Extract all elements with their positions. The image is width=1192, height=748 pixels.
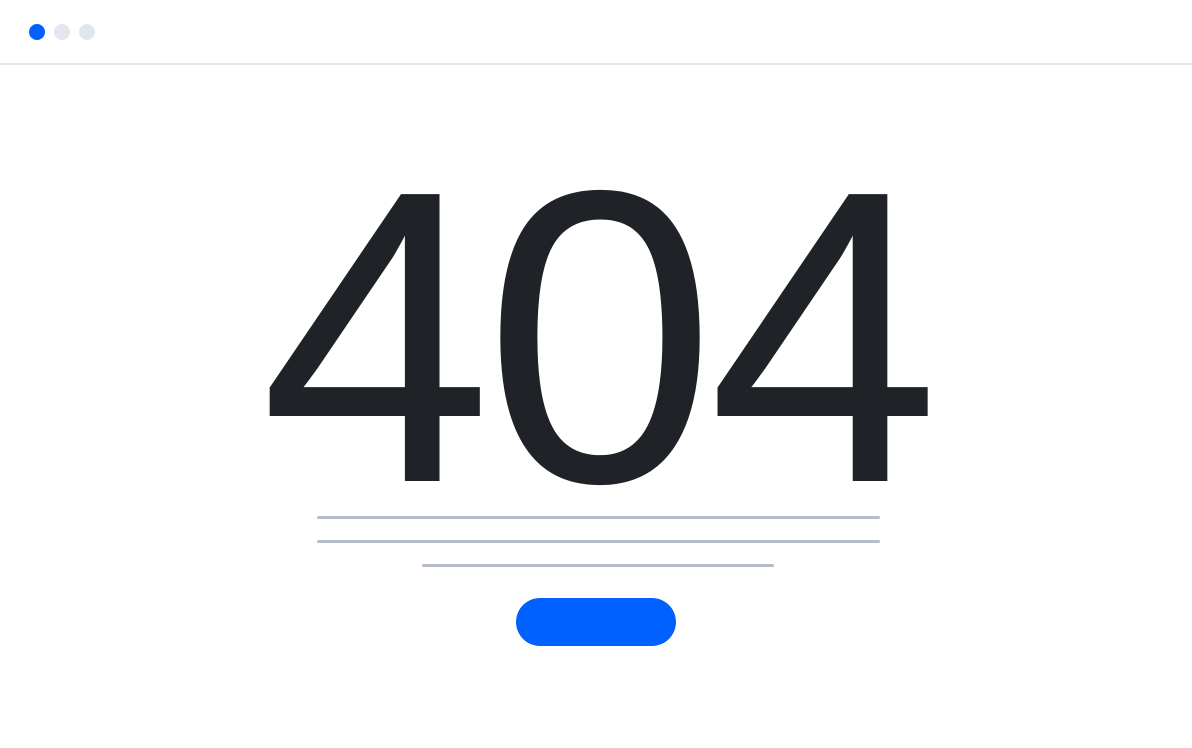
placeholder-text-line [317, 540, 880, 543]
window-dot-active[interactable] [29, 24, 45, 40]
placeholder-text-line [422, 564, 774, 567]
primary-action-button[interactable] [516, 598, 676, 646]
window-dot[interactable] [79, 24, 95, 40]
window-dot[interactable] [54, 24, 70, 40]
placeholder-text-line [317, 516, 880, 519]
error-code-heading: 404 [260, 105, 940, 570]
top-bar [0, 0, 1192, 65]
